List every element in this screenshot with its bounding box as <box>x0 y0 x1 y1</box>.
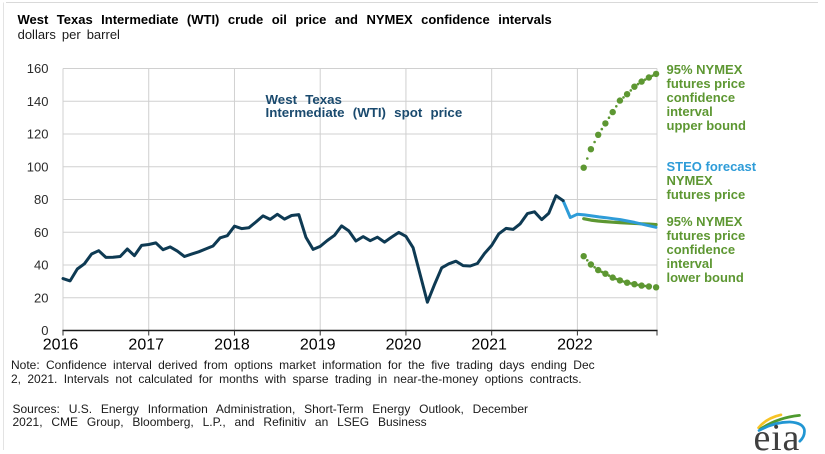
svg-text:20: 20 <box>34 290 48 305</box>
svg-text:0: 0 <box>41 323 48 338</box>
svg-text:120: 120 <box>27 127 49 142</box>
svg-text:2022: 2022 <box>557 337 593 354</box>
svg-text:100: 100 <box>27 159 49 174</box>
svg-text:80: 80 <box>34 192 48 207</box>
svg-text:2021: 2021 <box>471 337 507 354</box>
svg-text:2016: 2016 <box>43 337 79 354</box>
svg-text:40: 40 <box>34 258 48 273</box>
svg-text:2019: 2019 <box>300 337 336 354</box>
svg-text:2018: 2018 <box>214 337 250 354</box>
svg-text:2017: 2017 <box>128 337 164 354</box>
svg-text:140: 140 <box>27 94 49 109</box>
svg-text:eia: eia <box>754 417 801 454</box>
svg-text:2020: 2020 <box>386 337 422 354</box>
svg-text:160: 160 <box>27 61 49 76</box>
svg-text:60: 60 <box>34 225 48 240</box>
